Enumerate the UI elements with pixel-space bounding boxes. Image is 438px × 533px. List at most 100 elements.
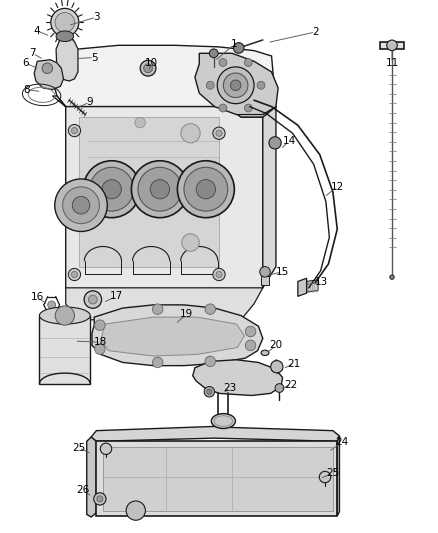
- Text: 22: 22: [285, 380, 298, 390]
- Polygon shape: [91, 426, 339, 441]
- Ellipse shape: [261, 350, 269, 356]
- Text: 9: 9: [86, 98, 93, 107]
- Circle shape: [63, 187, 99, 224]
- Polygon shape: [34, 60, 64, 90]
- Circle shape: [182, 234, 199, 251]
- Circle shape: [207, 389, 212, 394]
- Circle shape: [152, 304, 163, 314]
- Circle shape: [140, 60, 156, 76]
- Circle shape: [55, 13, 74, 32]
- Circle shape: [150, 180, 170, 199]
- Polygon shape: [337, 436, 339, 516]
- Circle shape: [204, 386, 215, 397]
- Text: 18: 18: [94, 337, 107, 347]
- Text: 24: 24: [335, 438, 348, 447]
- Text: 5: 5: [91, 53, 98, 62]
- Circle shape: [152, 357, 163, 368]
- Circle shape: [94, 492, 106, 505]
- Circle shape: [244, 59, 252, 67]
- Text: 1: 1: [231, 39, 238, 49]
- Text: 19: 19: [180, 310, 193, 319]
- Text: 25: 25: [326, 469, 339, 478]
- Circle shape: [51, 9, 79, 36]
- Circle shape: [84, 291, 102, 308]
- Circle shape: [233, 43, 244, 53]
- Circle shape: [90, 167, 134, 211]
- Circle shape: [244, 104, 252, 112]
- Circle shape: [205, 304, 215, 314]
- Ellipse shape: [211, 414, 236, 429]
- Circle shape: [216, 271, 222, 278]
- Polygon shape: [101, 317, 244, 356]
- Circle shape: [135, 117, 145, 128]
- Circle shape: [48, 301, 56, 309]
- Polygon shape: [66, 288, 263, 320]
- Polygon shape: [263, 107, 276, 288]
- Text: 23: 23: [223, 383, 237, 393]
- Circle shape: [131, 161, 188, 217]
- Polygon shape: [39, 316, 90, 384]
- Circle shape: [205, 356, 215, 367]
- Ellipse shape: [390, 275, 394, 279]
- Circle shape: [126, 501, 145, 520]
- Circle shape: [387, 40, 397, 51]
- Circle shape: [271, 360, 283, 373]
- Circle shape: [319, 471, 331, 483]
- Circle shape: [216, 130, 222, 136]
- Circle shape: [217, 67, 254, 104]
- Polygon shape: [380, 42, 404, 49]
- Polygon shape: [92, 305, 263, 366]
- Text: 11: 11: [385, 58, 399, 68]
- Circle shape: [83, 161, 140, 217]
- Circle shape: [55, 179, 107, 231]
- Circle shape: [219, 59, 227, 67]
- Circle shape: [100, 443, 112, 455]
- Text: 6: 6: [22, 58, 29, 68]
- Circle shape: [55, 306, 74, 325]
- Circle shape: [68, 124, 81, 137]
- Text: 3: 3: [93, 12, 100, 22]
- Circle shape: [97, 496, 103, 502]
- Circle shape: [181, 124, 200, 143]
- Polygon shape: [53, 96, 263, 304]
- Circle shape: [269, 136, 281, 149]
- Text: 20: 20: [269, 341, 283, 350]
- Text: 14: 14: [283, 136, 296, 146]
- Circle shape: [177, 161, 234, 217]
- Circle shape: [144, 64, 152, 72]
- Polygon shape: [53, 45, 276, 117]
- Circle shape: [71, 127, 78, 134]
- Circle shape: [245, 340, 256, 351]
- Polygon shape: [307, 280, 318, 292]
- Text: 12: 12: [331, 182, 344, 191]
- Circle shape: [42, 63, 53, 74]
- Circle shape: [245, 326, 256, 337]
- Circle shape: [102, 180, 121, 199]
- Polygon shape: [261, 276, 269, 285]
- Text: 7: 7: [29, 49, 36, 58]
- Circle shape: [223, 73, 248, 98]
- Circle shape: [213, 127, 225, 140]
- Polygon shape: [79, 117, 219, 266]
- Circle shape: [68, 268, 81, 281]
- Text: 17: 17: [110, 292, 123, 301]
- Polygon shape: [96, 441, 337, 516]
- Polygon shape: [56, 36, 78, 81]
- Circle shape: [88, 295, 97, 304]
- Text: 26: 26: [77, 486, 90, 495]
- Circle shape: [209, 49, 218, 58]
- Text: 25: 25: [72, 443, 85, 453]
- Text: 4: 4: [34, 26, 41, 36]
- Circle shape: [213, 268, 225, 281]
- Polygon shape: [103, 447, 333, 511]
- Circle shape: [95, 344, 105, 354]
- Polygon shape: [298, 278, 307, 296]
- Polygon shape: [193, 360, 283, 395]
- Ellipse shape: [39, 307, 90, 324]
- Circle shape: [275, 384, 284, 392]
- Text: 2: 2: [312, 27, 319, 37]
- Text: 13: 13: [315, 278, 328, 287]
- Circle shape: [71, 271, 78, 278]
- Text: 15: 15: [276, 267, 289, 277]
- Circle shape: [219, 104, 227, 112]
